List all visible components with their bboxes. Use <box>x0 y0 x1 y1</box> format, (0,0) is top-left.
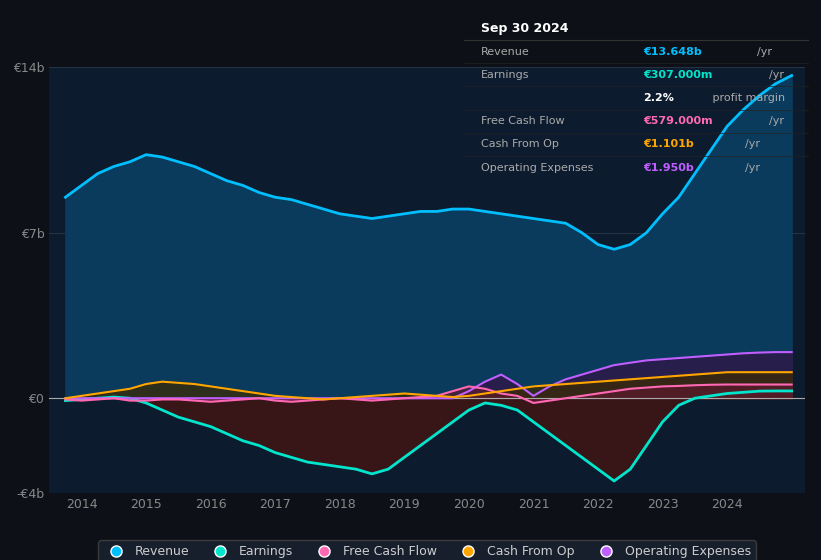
Text: /yr: /yr <box>757 46 772 57</box>
Text: €579.000m: €579.000m <box>643 116 713 126</box>
Text: €1.950b: €1.950b <box>643 162 694 172</box>
Legend: Revenue, Earnings, Free Cash Flow, Cash From Op, Operating Expenses: Revenue, Earnings, Free Cash Flow, Cash … <box>98 540 756 560</box>
Text: profit margin: profit margin <box>709 93 785 103</box>
Text: /yr: /yr <box>769 116 784 126</box>
Text: /yr: /yr <box>745 139 760 150</box>
Text: /yr: /yr <box>745 162 760 172</box>
Text: Revenue: Revenue <box>481 46 530 57</box>
Text: €307.000m: €307.000m <box>643 70 713 80</box>
Text: /yr: /yr <box>769 70 784 80</box>
Text: Operating Expenses: Operating Expenses <box>481 162 594 172</box>
Text: Free Cash Flow: Free Cash Flow <box>481 116 565 126</box>
Text: 2.2%: 2.2% <box>643 93 674 103</box>
Text: €13.648b: €13.648b <box>643 46 702 57</box>
Text: €1.101b: €1.101b <box>643 139 694 150</box>
Text: Cash From Op: Cash From Op <box>481 139 559 150</box>
Text: Sep 30 2024: Sep 30 2024 <box>481 22 569 35</box>
Text: Earnings: Earnings <box>481 70 530 80</box>
